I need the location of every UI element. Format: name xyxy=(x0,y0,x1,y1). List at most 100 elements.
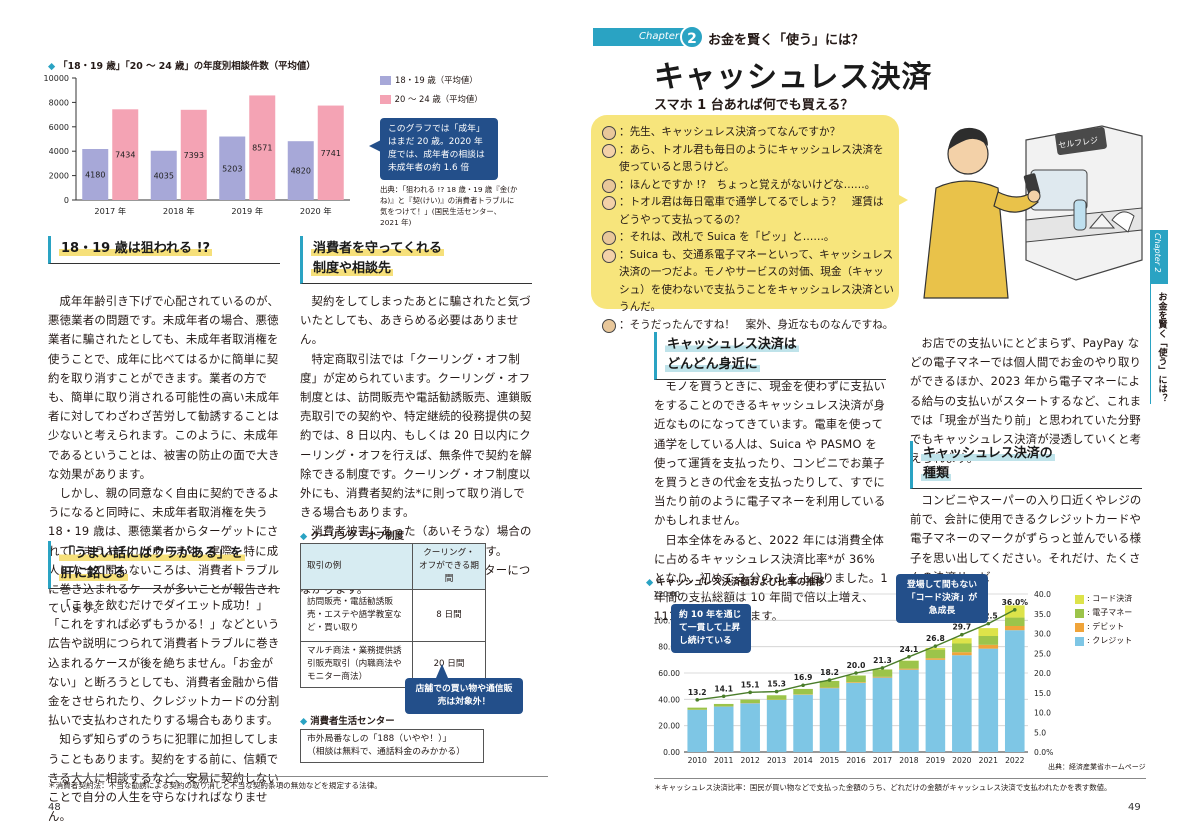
self-checkout-illustration: セルフレジ xyxy=(908,116,1144,306)
y-tick-label: 0.00 xyxy=(663,748,680,757)
table-header-row: 取引の例 クーリング・オフができる期間 xyxy=(300,543,486,590)
x-tick-label: 2011 xyxy=(714,756,733,765)
bar-segment xyxy=(687,707,708,710)
legend-18-19: 18・19 歳（平均値） xyxy=(395,75,478,85)
bar xyxy=(219,136,246,200)
center-box: 市外局番なしの「188（いやや！）」 （相談は無料で、通話料金のみかかる） xyxy=(300,729,484,763)
section-types-title-line2: 種類 xyxy=(921,466,952,481)
y-tick-label: 80.00 xyxy=(658,643,680,652)
page-number-left: 48 xyxy=(48,802,61,813)
consult-count-chart: 0 2000 4000 6000 8000 10000 4180 7434 2017 年 4035… xyxy=(44,74,350,216)
right-footnote: ＊キャッシュレス決済比率：国民が買い物などで支払った金額のうち、どれだけの金額が… xyxy=(654,783,1112,792)
table-header-cell: クーリング・オフができる期間 xyxy=(412,543,486,590)
section-protect-title-line1: 消費者を守ってくれる xyxy=(311,241,444,256)
table-cell: マルチ商法・業務提供誘引販売取引（内職商法やモニター商法） xyxy=(300,641,413,688)
legend-code: : コード決済 xyxy=(1087,594,1133,603)
ratio-label: 16.9 xyxy=(794,673,813,682)
dialog-text: ：あら、トオル君も毎日のようにキャッシュレス決済を使っていると思うけど。 xyxy=(619,143,884,174)
bar-segment xyxy=(925,659,946,752)
y2-tick-label: 30.0 xyxy=(1034,630,1051,639)
ratio-point xyxy=(854,671,858,675)
callout-pointer xyxy=(436,664,448,678)
y2-tick-label: 40.0 xyxy=(1034,590,1051,599)
ratio-point xyxy=(695,698,700,702)
chapter-label: Chapter xyxy=(639,31,679,42)
y-tick-label: 60.00 xyxy=(658,669,680,678)
table-cell: 訪問販売・電話勧誘販売・エステや語学教室など・買い取り xyxy=(300,589,413,642)
y-tick-label: 10000 xyxy=(44,74,69,83)
consult-chart-callout: このグラフでは「成年」はまだ 20 歳。2020 年度では、成年者の相談は未成年… xyxy=(380,118,498,180)
section-types-body: コンビニやスーパーの入り口近くやレジの前で、会計に使用できるクレジットカードや電… xyxy=(910,491,1144,587)
bar-segment xyxy=(978,648,999,752)
bar xyxy=(112,109,139,200)
legend-debit: : デビット xyxy=(1087,622,1125,631)
y-tick-label: 6000 xyxy=(49,123,69,132)
bar xyxy=(317,105,344,200)
x-tick-label: 2016 xyxy=(846,756,865,765)
ratio-label: 14.1 xyxy=(714,684,733,693)
bar-value-label: 7434 xyxy=(115,151,135,160)
bar-segment xyxy=(952,652,972,656)
section-near-title-line1: キャッシュレス決済は xyxy=(665,337,799,352)
dialog-text: ：そうだったんですね！ 案外、身近なものなんですね。 xyxy=(619,318,894,331)
y2-tick-label: 35.0 xyxy=(1034,610,1051,619)
paragraph: コンビニやスーパーの入り口近くやレジの前で、会計に使用できるクレジットカードや電… xyxy=(910,493,1142,584)
bar-segment xyxy=(793,694,813,752)
bar-segment xyxy=(925,647,946,650)
callout-pointer xyxy=(369,140,381,152)
y-tick-label: 20.00 xyxy=(658,722,680,731)
paragraph: 知らず知らずのうちに犯罪に加担してしまうこともあります。契約をする前に、信頼でき… xyxy=(48,732,280,824)
bar-segment xyxy=(819,680,840,688)
bar-value-label: 8571 xyxy=(252,144,272,153)
side-tab-chapter-label: Chapter 2 xyxy=(1153,233,1162,273)
bar xyxy=(82,149,109,200)
paragraph: 「これを飲むだけでダイエット成功！」「これをすれば必ずもうかる！」などという広告… xyxy=(48,598,280,728)
x-tick-label: 2018 年 xyxy=(163,206,195,216)
paragraph: 契約をしてしまったあとに騙されたと気づいたとしても、あきらめる必要はありません。 xyxy=(300,294,531,347)
ratio-point xyxy=(1012,608,1017,612)
section-cashless-near-title: キャッシュレス決済は どんどん身近に xyxy=(654,332,886,380)
paragraph: 成年年齢引き下げで心配されているのが、悪徳業者の問題です。未成年者の場合、悪徳業… xyxy=(48,294,280,481)
teacher-face-icon xyxy=(602,196,616,210)
ratio-label: 15.1 xyxy=(741,680,760,689)
bar-segment xyxy=(899,668,919,670)
table-row: 訪問販売・電話勧誘販売・エステや語学教室など・買い取り 8 日間 xyxy=(300,589,486,642)
ratio-point xyxy=(986,621,991,626)
chapter-title: お金を賢く「使う」には？ xyxy=(708,33,865,48)
x-tick-label: 2017 年 xyxy=(94,206,126,216)
legend-swatch-code xyxy=(1075,594,1084,604)
bar-segment xyxy=(925,649,946,659)
section-protect-title-line2: 制度や相談先 xyxy=(311,261,394,276)
ratio-point xyxy=(827,678,832,682)
center-line2: （相談は無料で、通話料金のみかかる） xyxy=(307,747,465,757)
x-tick-label: 2014 xyxy=(793,756,812,765)
legend-20-24: 20 ～ 24 歳（平均値） xyxy=(394,94,483,104)
bar-segment xyxy=(952,638,972,644)
y-tick-label: 120.00 xyxy=(653,590,680,599)
dialog-bubble xyxy=(591,115,899,309)
main-title: キャッシュレス決済 xyxy=(654,60,933,95)
cooling-off-table: 取引の例 クーリング・オフができる期間 訪問販売・電話勧誘販売・エステや語学教室… xyxy=(300,543,486,688)
dialog-text: ：トオル君は毎日電車で通学してるでしょう？ 運賃はどうやって支払ってるの？ xyxy=(619,196,884,226)
center-title: 消費者生活センター xyxy=(300,713,394,727)
ratio-point xyxy=(907,655,911,659)
ratio-label: 36.0% xyxy=(1002,598,1029,607)
y2-tick-label: 0.0% xyxy=(1034,748,1053,757)
legend-swatch-debit xyxy=(1075,622,1084,632)
consult-chart-source: 出典：「狙われる !? 18 歳・19 歳『金(かね)』と『契(けい)』の消費者… xyxy=(380,185,518,227)
y2-tick-label: 5.0 xyxy=(1034,728,1046,737)
bar-segment xyxy=(1004,617,1025,626)
student-face-icon xyxy=(602,126,616,140)
consult-chart-legend: 18・19 歳（平均値） 20 ～ 24 歳（平均値） xyxy=(380,74,483,106)
bar-segment xyxy=(846,682,866,683)
x-tick-label: 2022 xyxy=(1005,756,1024,765)
x-tick-label: 2019 xyxy=(926,756,945,765)
ratio-point xyxy=(748,690,752,695)
bar-segment xyxy=(899,660,919,669)
side-tab-title-box: お金を賢く「使う」には？ xyxy=(1150,284,1168,404)
section-types-title-line1: キャッシュレス決済の xyxy=(921,446,1055,461)
bar-segment xyxy=(846,682,866,752)
bar-segment xyxy=(1004,630,1025,752)
x-tick-label: 2021 xyxy=(979,756,998,765)
x-tick-label: 2013 xyxy=(767,756,786,765)
